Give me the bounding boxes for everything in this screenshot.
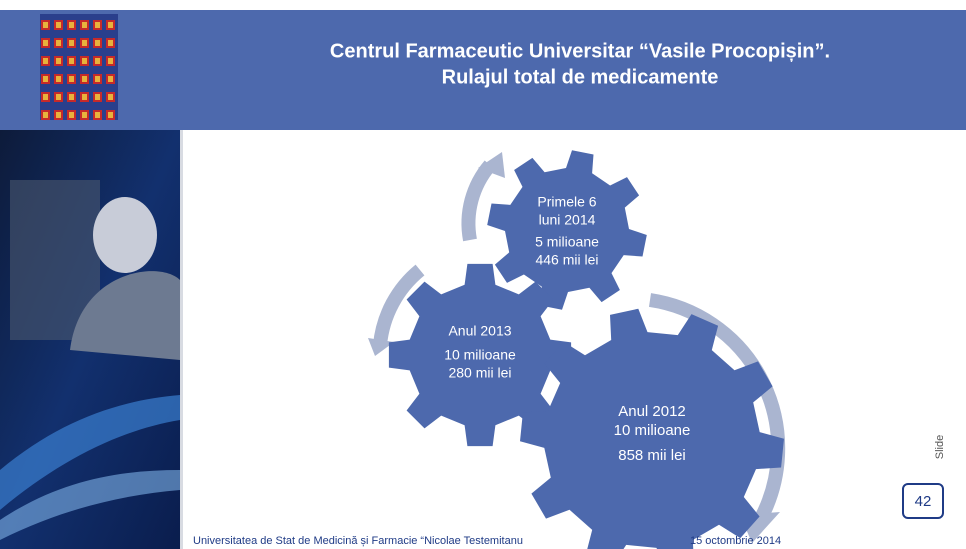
slide-canvas: Primele 6 luni 2014 5 milioane 446 mii lei A… — [0, 0, 966, 549]
gear-label: 446 mii lei — [535, 252, 598, 268]
gear-label: Primele 6 — [537, 194, 596, 210]
title: Rulajul total de medicamente — [442, 66, 719, 88]
gear-label: Anul 2013 — [448, 323, 511, 339]
divider — [180, 130, 183, 549]
footer-institution: Universitatea de Stat de Medicină și Far… — [193, 535, 523, 547]
gear-label: 280 mii lei — [448, 365, 511, 381]
gear-label: Anul 2012 — [618, 403, 686, 420]
gear — [487, 150, 647, 310]
gear-label: 10 milioane — [444, 347, 516, 363]
gear-label: luni 2014 — [539, 212, 596, 228]
gear-label: 5 milioane — [535, 234, 599, 250]
title: Centrul Farmaceutic Universitar “Vasile … — [330, 40, 830, 62]
slide: Primele 6 luni 2014 5 milioane 446 mii lei A… — [0, 0, 966, 549]
photo-person — [93, 197, 157, 273]
gear-label: 10 milioane — [614, 422, 691, 439]
slide-number: 42 — [915, 493, 932, 510]
logo — [40, 14, 118, 120]
gear-label: 858 mii lei — [618, 447, 686, 464]
footer-date: 15 octombrie 2014 — [690, 535, 781, 547]
slide-label: Slide — [934, 435, 946, 459]
